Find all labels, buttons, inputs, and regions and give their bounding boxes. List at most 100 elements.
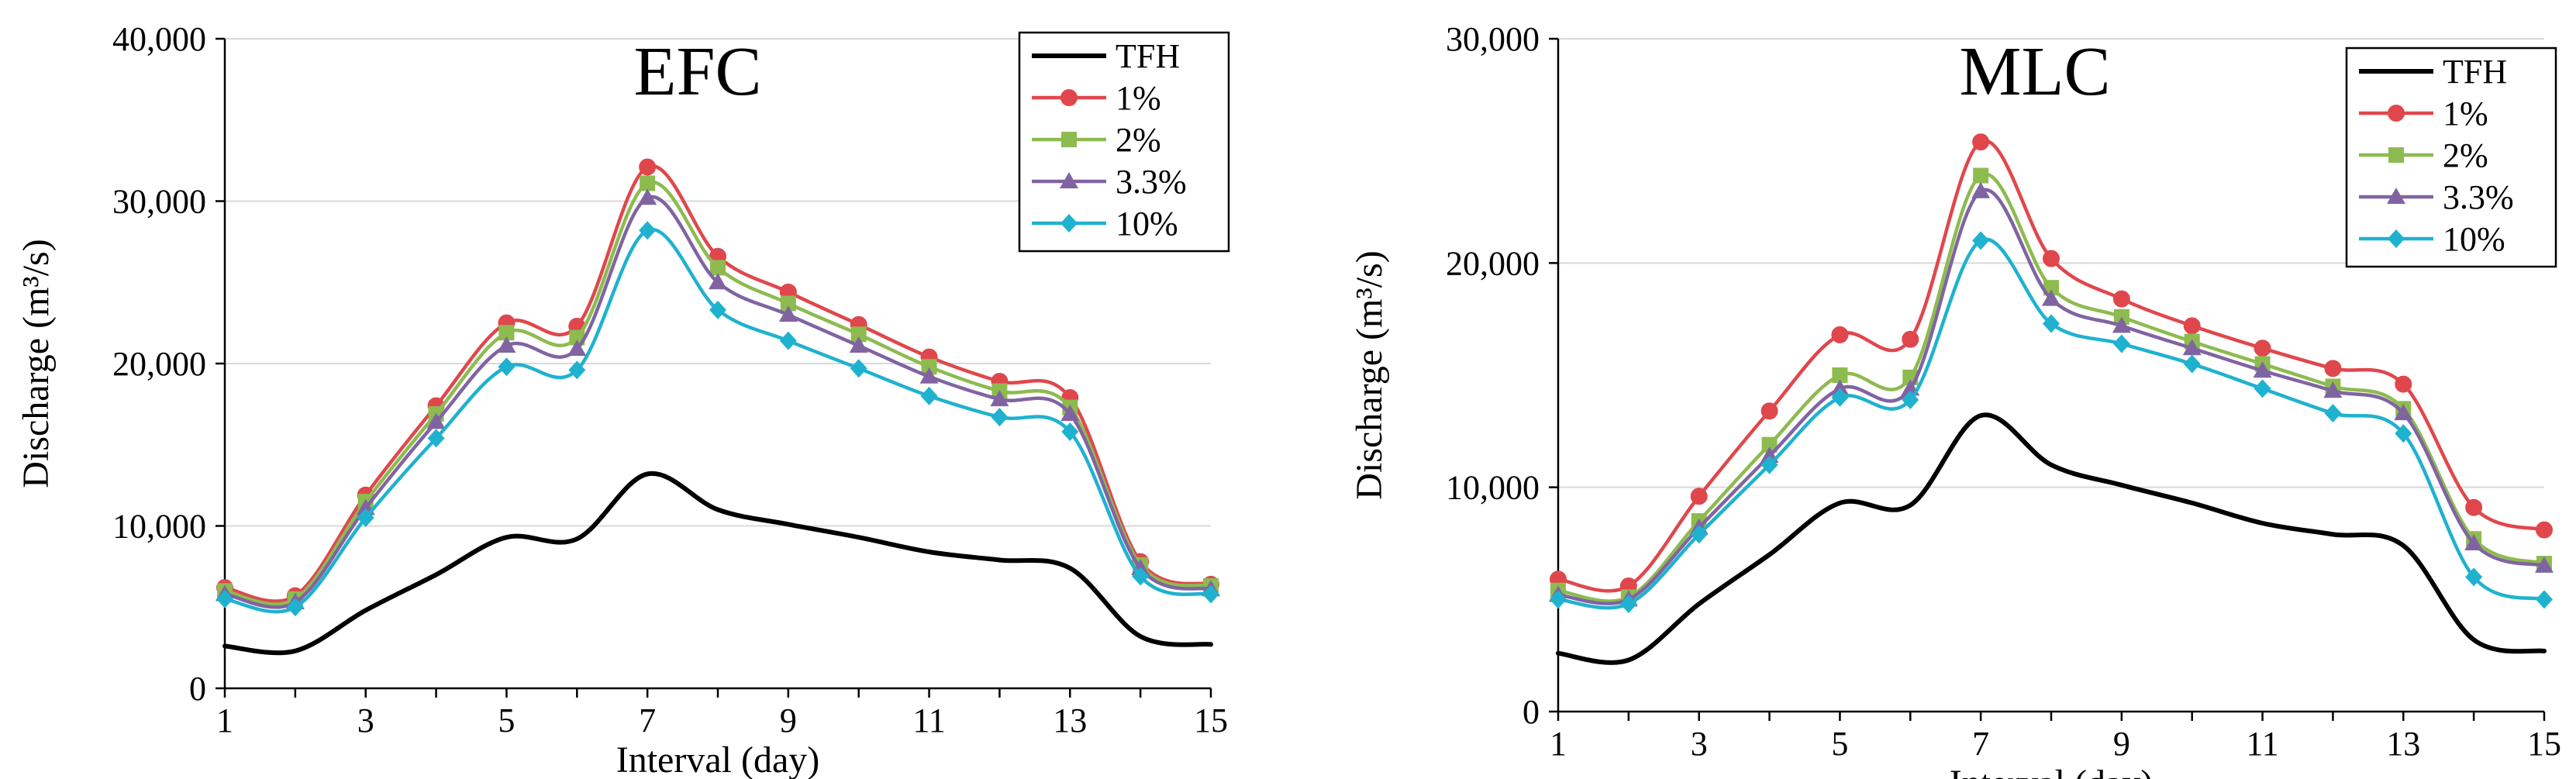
data-point — [709, 300, 726, 319]
data-point — [498, 357, 516, 377]
data-point — [921, 359, 937, 375]
data-point — [1902, 390, 1919, 409]
y-axis-title: Discharge (m³/s) — [16, 239, 57, 488]
x-tick-label: 15 — [2527, 725, 2561, 763]
data-point — [2324, 360, 2342, 377]
legend-item-2pct: 2% — [2359, 136, 2488, 174]
legend-item-2pct: 2% — [1032, 121, 1161, 159]
legend-marker — [1060, 214, 1078, 233]
data-point — [640, 175, 656, 191]
legend-item-tfh: TFH — [1032, 37, 1180, 75]
legend-label: 10% — [2443, 220, 2505, 258]
legend-box — [2345, 47, 2557, 268]
data-point — [2043, 314, 2060, 333]
data-point — [357, 508, 374, 528]
data-point — [1061, 422, 1079, 441]
legend-box — [1018, 31, 1230, 253]
data-point — [427, 429, 445, 448]
data-point — [1761, 436, 1778, 453]
series-line-tfh — [1556, 412, 2547, 665]
data-point — [920, 386, 938, 405]
data-point — [2043, 250, 2060, 267]
data-point — [1971, 181, 1991, 198]
legend-marker — [1060, 89, 1078, 106]
data-point — [849, 336, 868, 353]
legend-label: 3.3% — [1116, 163, 1187, 201]
data-point — [780, 295, 796, 312]
data-point — [2183, 317, 2201, 335]
data-point — [2042, 289, 2060, 306]
data-point — [709, 273, 727, 290]
data-point — [426, 412, 446, 429]
x-tick-label: 3 — [1691, 725, 1708, 763]
legend-label: TFH — [2443, 53, 2507, 91]
legend-label: 10% — [1116, 205, 1178, 243]
legend-marker — [1060, 172, 1078, 188]
data-point — [2395, 424, 2412, 443]
legend: TFH 1% 2% 3.3% 10% — [1018, 31, 1230, 253]
series-10pct — [1550, 231, 2553, 614]
x-axis-title: Interval (day) — [616, 739, 820, 779]
legend-label: 1% — [2443, 95, 2488, 133]
x-tick-label: 5 — [1831, 725, 1848, 763]
data-point — [1760, 402, 1778, 420]
x-tick-label: 1 — [216, 701, 233, 739]
x-tick-label: 11 — [912, 701, 945, 739]
x-tick-label: 13 — [2386, 725, 2420, 763]
legend: TFH 1%2% 3.3% 10% — [2345, 47, 2557, 268]
data-point — [1760, 455, 1778, 474]
series-line-2pct — [1556, 172, 2547, 603]
series-line-1pct — [222, 164, 1213, 603]
y-tick-label: 40,000 — [112, 20, 206, 58]
x-tick-label: 11 — [2246, 725, 2278, 763]
data-point — [710, 260, 726, 276]
legend-item-1pct: 1% — [1032, 79, 1161, 117]
x-tick-label: 7 — [1972, 725, 1989, 763]
data-point — [1830, 379, 1850, 396]
series-line-3-3pct — [1556, 188, 2547, 605]
data-point — [638, 188, 657, 205]
data-point — [1132, 567, 1150, 586]
data-point — [2464, 534, 2484, 550]
data-point — [1060, 404, 1080, 421]
data-point — [991, 408, 1009, 427]
y-tick-label: 20,000 — [112, 345, 206, 383]
data-point — [1202, 584, 1219, 604]
x-tick-label: 9 — [2113, 725, 2130, 763]
data-point — [1832, 367, 1848, 383]
legend-label: 3.3% — [2443, 178, 2514, 216]
x-tick-label: 13 — [1053, 701, 1087, 739]
data-point — [498, 325, 515, 341]
data-point — [1973, 167, 1989, 184]
series-line-10pct — [1556, 237, 2547, 610]
x-tick-label: 1 — [1550, 725, 1567, 763]
data-point — [1690, 525, 1708, 544]
data-point — [2395, 375, 2412, 393]
series-10pct — [216, 221, 1219, 617]
y-tick-label: 20,000 — [1446, 244, 1540, 282]
x-tick-label: 9 — [780, 701, 797, 739]
data-point — [639, 158, 657, 176]
data-point — [2324, 404, 2342, 423]
legend-item-1pct: 1% — [2359, 95, 2488, 133]
legend-item-3-3pct: 3.3% — [2359, 178, 2514, 216]
data-point — [2394, 404, 2413, 421]
data-point — [216, 589, 233, 608]
series-line-tfh — [222, 471, 1213, 656]
x-axis-title: Interval (day) — [1950, 763, 2154, 779]
x-tick-label: 15 — [1194, 701, 1228, 739]
data-point — [2182, 339, 2202, 356]
legend-marker — [2388, 105, 2405, 122]
data-point — [2112, 290, 2130, 308]
data-point — [2112, 334, 2130, 353]
y-tick-label: 0 — [1522, 693, 1540, 731]
data-point — [2112, 316, 2131, 333]
data-point — [990, 390, 1009, 407]
data-point — [2536, 521, 2553, 539]
legend-item-3-3pct: 3.3% — [1032, 163, 1187, 201]
data-point — [2183, 354, 2201, 374]
data-point — [2254, 340, 2271, 357]
series-line-10pct — [222, 227, 1213, 614]
legend-label: TFH — [1116, 37, 1180, 75]
